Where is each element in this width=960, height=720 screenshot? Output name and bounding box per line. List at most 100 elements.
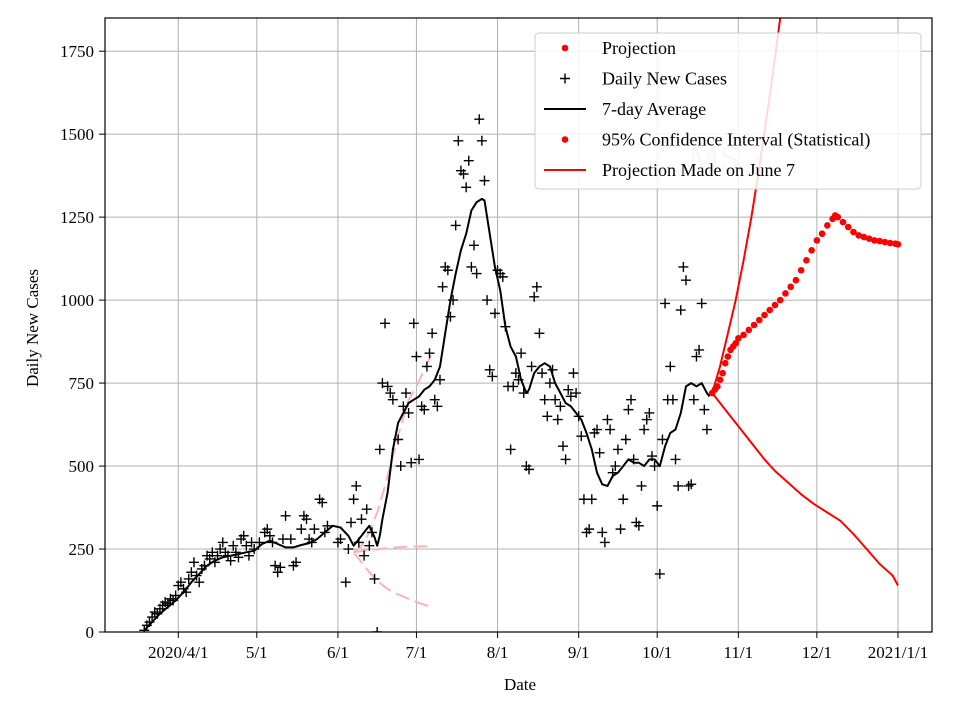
daily-case-point — [557, 441, 568, 452]
daily-case-point — [482, 295, 493, 306]
daily-case-point — [432, 401, 443, 412]
daily-case-point — [408, 318, 419, 329]
daily-case-point — [351, 480, 362, 491]
daily-case-point — [641, 414, 652, 425]
daily-case-point — [291, 557, 302, 568]
daily-case-point — [238, 530, 249, 541]
projection-point — [766, 306, 774, 314]
projection-point — [724, 353, 732, 360]
y-tick-label: 1000 — [60, 291, 94, 310]
daily-case-point — [597, 527, 608, 538]
projection-point — [876, 237, 883, 245]
projection-point — [839, 218, 847, 226]
daily-case-point — [421, 361, 432, 372]
daily-case-point — [696, 298, 707, 309]
daily-case-point — [526, 361, 537, 372]
daily-case-point — [639, 424, 650, 435]
x-tick-label: 8/1 — [487, 643, 509, 662]
daily-case-point — [552, 414, 563, 425]
daily-case-point — [217, 537, 228, 548]
projection-point — [855, 232, 863, 239]
daily-case-point — [599, 537, 610, 548]
projection-point — [745, 326, 753, 334]
legend-label: Projection Made on June 7 — [602, 160, 795, 180]
projection-point — [732, 339, 740, 347]
daily-case-point — [673, 480, 684, 491]
daily-case-point — [701, 424, 712, 435]
daily-case-point — [652, 500, 663, 511]
daily-case-point — [660, 298, 671, 309]
daily-case-point — [275, 562, 286, 573]
daily-case-point — [618, 494, 629, 505]
daily-case-point — [560, 454, 571, 465]
daily-case-point — [626, 394, 637, 405]
y-tick-label: 0 — [86, 623, 95, 642]
daily-case-point — [667, 394, 678, 405]
daily-case-point — [686, 479, 697, 490]
daily-case-point — [427, 328, 438, 339]
daily-case-point — [262, 524, 273, 535]
daily-case-point — [592, 424, 603, 435]
y-axis-title: Daily New Cases — [23, 269, 42, 387]
daily-case-point — [461, 182, 472, 193]
projection-point — [792, 276, 800, 284]
daily-case-point — [586, 494, 597, 505]
daily-case-point — [649, 461, 660, 472]
projection-point — [776, 296, 784, 304]
daily-case-point — [508, 381, 519, 392]
daily-case-point — [576, 431, 587, 442]
daily-case-point — [654, 568, 665, 579]
daily-case-point — [644, 407, 655, 418]
x-tick-label: 11/1 — [724, 643, 754, 662]
plot-frame — [104, 17, 933, 633]
daily-case-point — [301, 514, 312, 525]
legend-plus-marker — [560, 73, 570, 84]
daily-case-point — [183, 573, 194, 584]
daily-case-point — [241, 540, 252, 551]
daily-case-point — [657, 434, 668, 445]
x-tick-label: 9/1 — [568, 643, 590, 662]
daily-case-point — [476, 135, 487, 146]
daily-case-point — [542, 411, 553, 422]
daily-case-point — [280, 510, 291, 521]
daily-case-point — [571, 388, 582, 399]
daily-case-point — [680, 275, 691, 286]
projection-point — [735, 334, 742, 342]
daily-case-point — [463, 155, 474, 166]
projection-point — [755, 316, 763, 324]
projection-point — [721, 359, 729, 367]
x-tick-label: 2020/4/1 — [148, 643, 208, 662]
daily-case-point — [602, 414, 613, 425]
daily-case-point — [584, 524, 595, 535]
daily-case-point — [497, 271, 508, 282]
daily-case-point — [309, 524, 320, 535]
x-tick-label: 5/1 — [246, 643, 268, 662]
daily-case-point — [419, 404, 430, 415]
daily-case-point — [186, 567, 197, 578]
daily-case-point — [688, 394, 699, 405]
daily-case-point — [636, 480, 647, 491]
daily-case-point — [194, 577, 205, 588]
daily-case-point — [369, 573, 380, 584]
daily-case-point — [450, 220, 461, 231]
legend-label: Daily New Cases — [602, 69, 727, 89]
june-lower-line — [352, 551, 433, 609]
daily-case-point — [395, 461, 406, 472]
daily-case-point — [377, 378, 388, 389]
daily-case-point — [343, 544, 354, 555]
daily-case-point — [523, 464, 534, 475]
daily-case-point — [529, 291, 540, 302]
daily-case-point — [550, 394, 561, 405]
projection-point — [818, 230, 826, 238]
x-tick-label: 12/1 — [802, 643, 832, 662]
projection-point — [894, 241, 902, 248]
y-tick-label: 1750 — [60, 42, 94, 61]
x-axis-title: Date — [504, 675, 536, 694]
daily-case-point — [516, 348, 527, 359]
legend-dot-marker — [561, 136, 569, 143]
daily-case-point — [434, 374, 445, 385]
daily-case-point — [356, 514, 367, 525]
daily-case-point — [670, 454, 681, 465]
projection-point — [782, 290, 789, 297]
